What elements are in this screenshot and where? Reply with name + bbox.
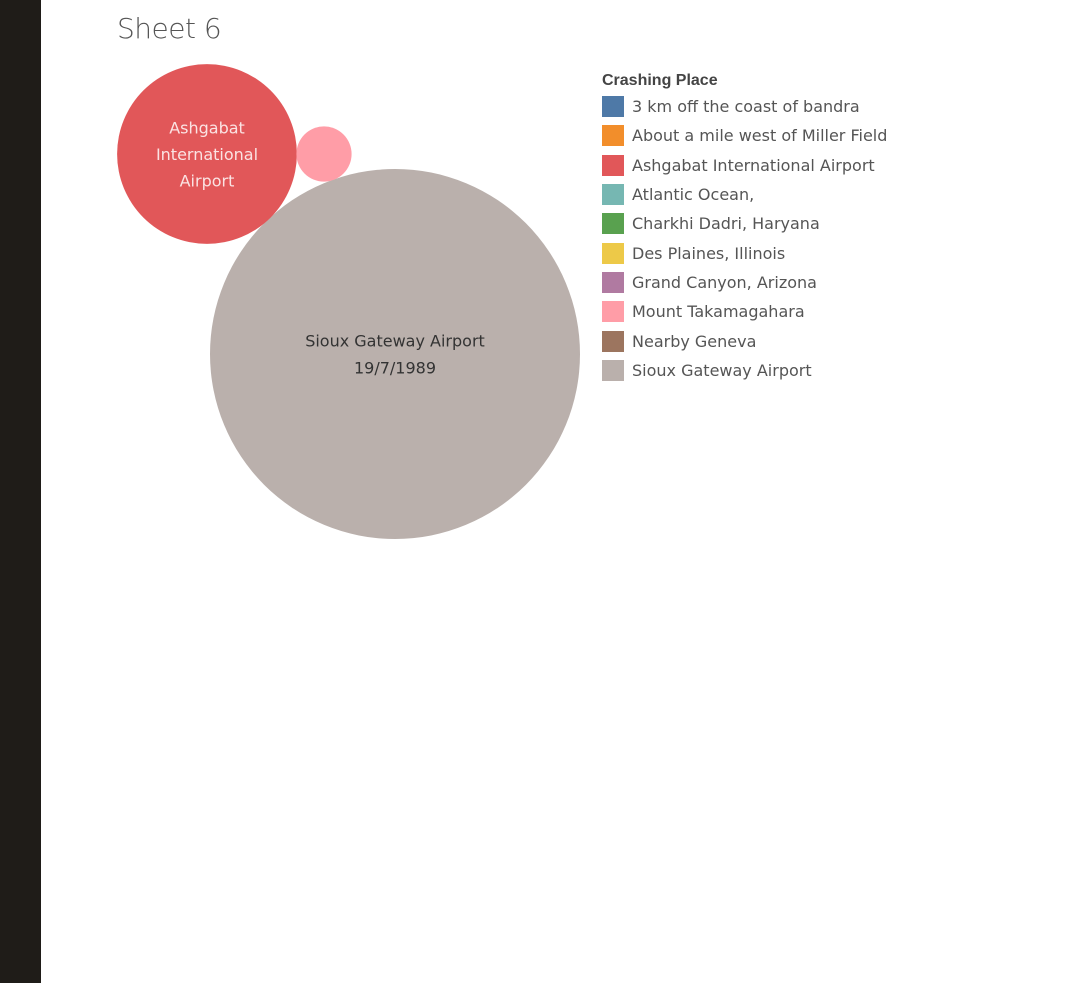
bubble-label: International	[156, 145, 258, 164]
legend-swatch	[602, 213, 624, 235]
legend-item[interactable]: Des Plaines, Illinois	[602, 238, 932, 267]
bubble[interactable]	[117, 64, 297, 244]
legend: Crashing Place 3 km off the coast of ban…	[602, 70, 932, 385]
legend-label: Atlantic Ocean,	[632, 185, 755, 205]
bubble-label: Airport	[180, 172, 235, 191]
legend-label: Sioux Gateway Airport	[632, 360, 812, 380]
legend-label: About a mile west of Miller Field	[632, 126, 888, 146]
bubble-label: Ashgabat	[169, 119, 245, 138]
legend-label: Grand Canyon, Arizona	[632, 272, 817, 292]
legend-item[interactable]: Grand Canyon, Arizona	[602, 268, 932, 297]
legend-label: 3 km off the coast of bandra	[632, 97, 860, 117]
legend-swatch	[602, 96, 624, 118]
legend-item[interactable]: Sioux Gateway Airport	[602, 356, 932, 385]
legend-item[interactable]: 3 km off the coast of bandra	[602, 92, 932, 121]
legend-item[interactable]: About a mile west of Miller Field	[602, 121, 932, 150]
legend-label: Nearby Geneva	[632, 331, 757, 351]
bubble-group[interactable]: Ashgabat International Airport	[117, 64, 297, 244]
legend-items: 3 km off the coast of bandra About a mile…	[602, 92, 932, 385]
left-sidebar-strip	[0, 0, 41, 983]
legend-swatch	[602, 125, 624, 147]
bubble-group[interactable]: Sioux Gateway Airport 19/7/1989	[210, 169, 580, 539]
legend-label: Charkhi Dadri, Haryana	[632, 214, 820, 234]
legend-swatch	[602, 271, 624, 293]
legend-swatch	[602, 242, 624, 264]
sheet-title: Sheet 6	[117, 12, 222, 45]
legend-label: Ashgabat International Airport	[632, 155, 875, 175]
legend-item[interactable]: Mount Takamagahara	[602, 297, 932, 326]
legend-swatch	[602, 330, 624, 352]
legend-item[interactable]: Atlantic Ocean,	[602, 180, 932, 209]
legend-item[interactable]: Nearby Geneva	[602, 326, 932, 355]
legend-item[interactable]: Charkhi Dadri, Haryana	[602, 209, 932, 238]
bubble[interactable]	[210, 169, 580, 539]
bubble-group[interactable]	[296, 126, 352, 182]
legend-swatch	[602, 359, 624, 381]
legend-label: Des Plaines, Illinois	[632, 243, 786, 263]
bubble-label: 19/7/1989	[354, 359, 436, 378]
bubble-chart: Sioux Gateway Airport 19/7/1989 Ashgabat In…	[117, 64, 580, 539]
bubble[interactable]	[296, 126, 352, 182]
legend-swatch	[602, 154, 624, 176]
legend-title: Crashing Place	[602, 72, 718, 89]
legend-swatch	[602, 301, 624, 323]
bubble-label: Sioux Gateway Airport	[305, 332, 485, 351]
legend-label: Mount Takamagahara	[632, 302, 805, 322]
legend-swatch	[602, 184, 624, 206]
legend-item[interactable]: Ashgabat International Airport	[602, 151, 932, 180]
